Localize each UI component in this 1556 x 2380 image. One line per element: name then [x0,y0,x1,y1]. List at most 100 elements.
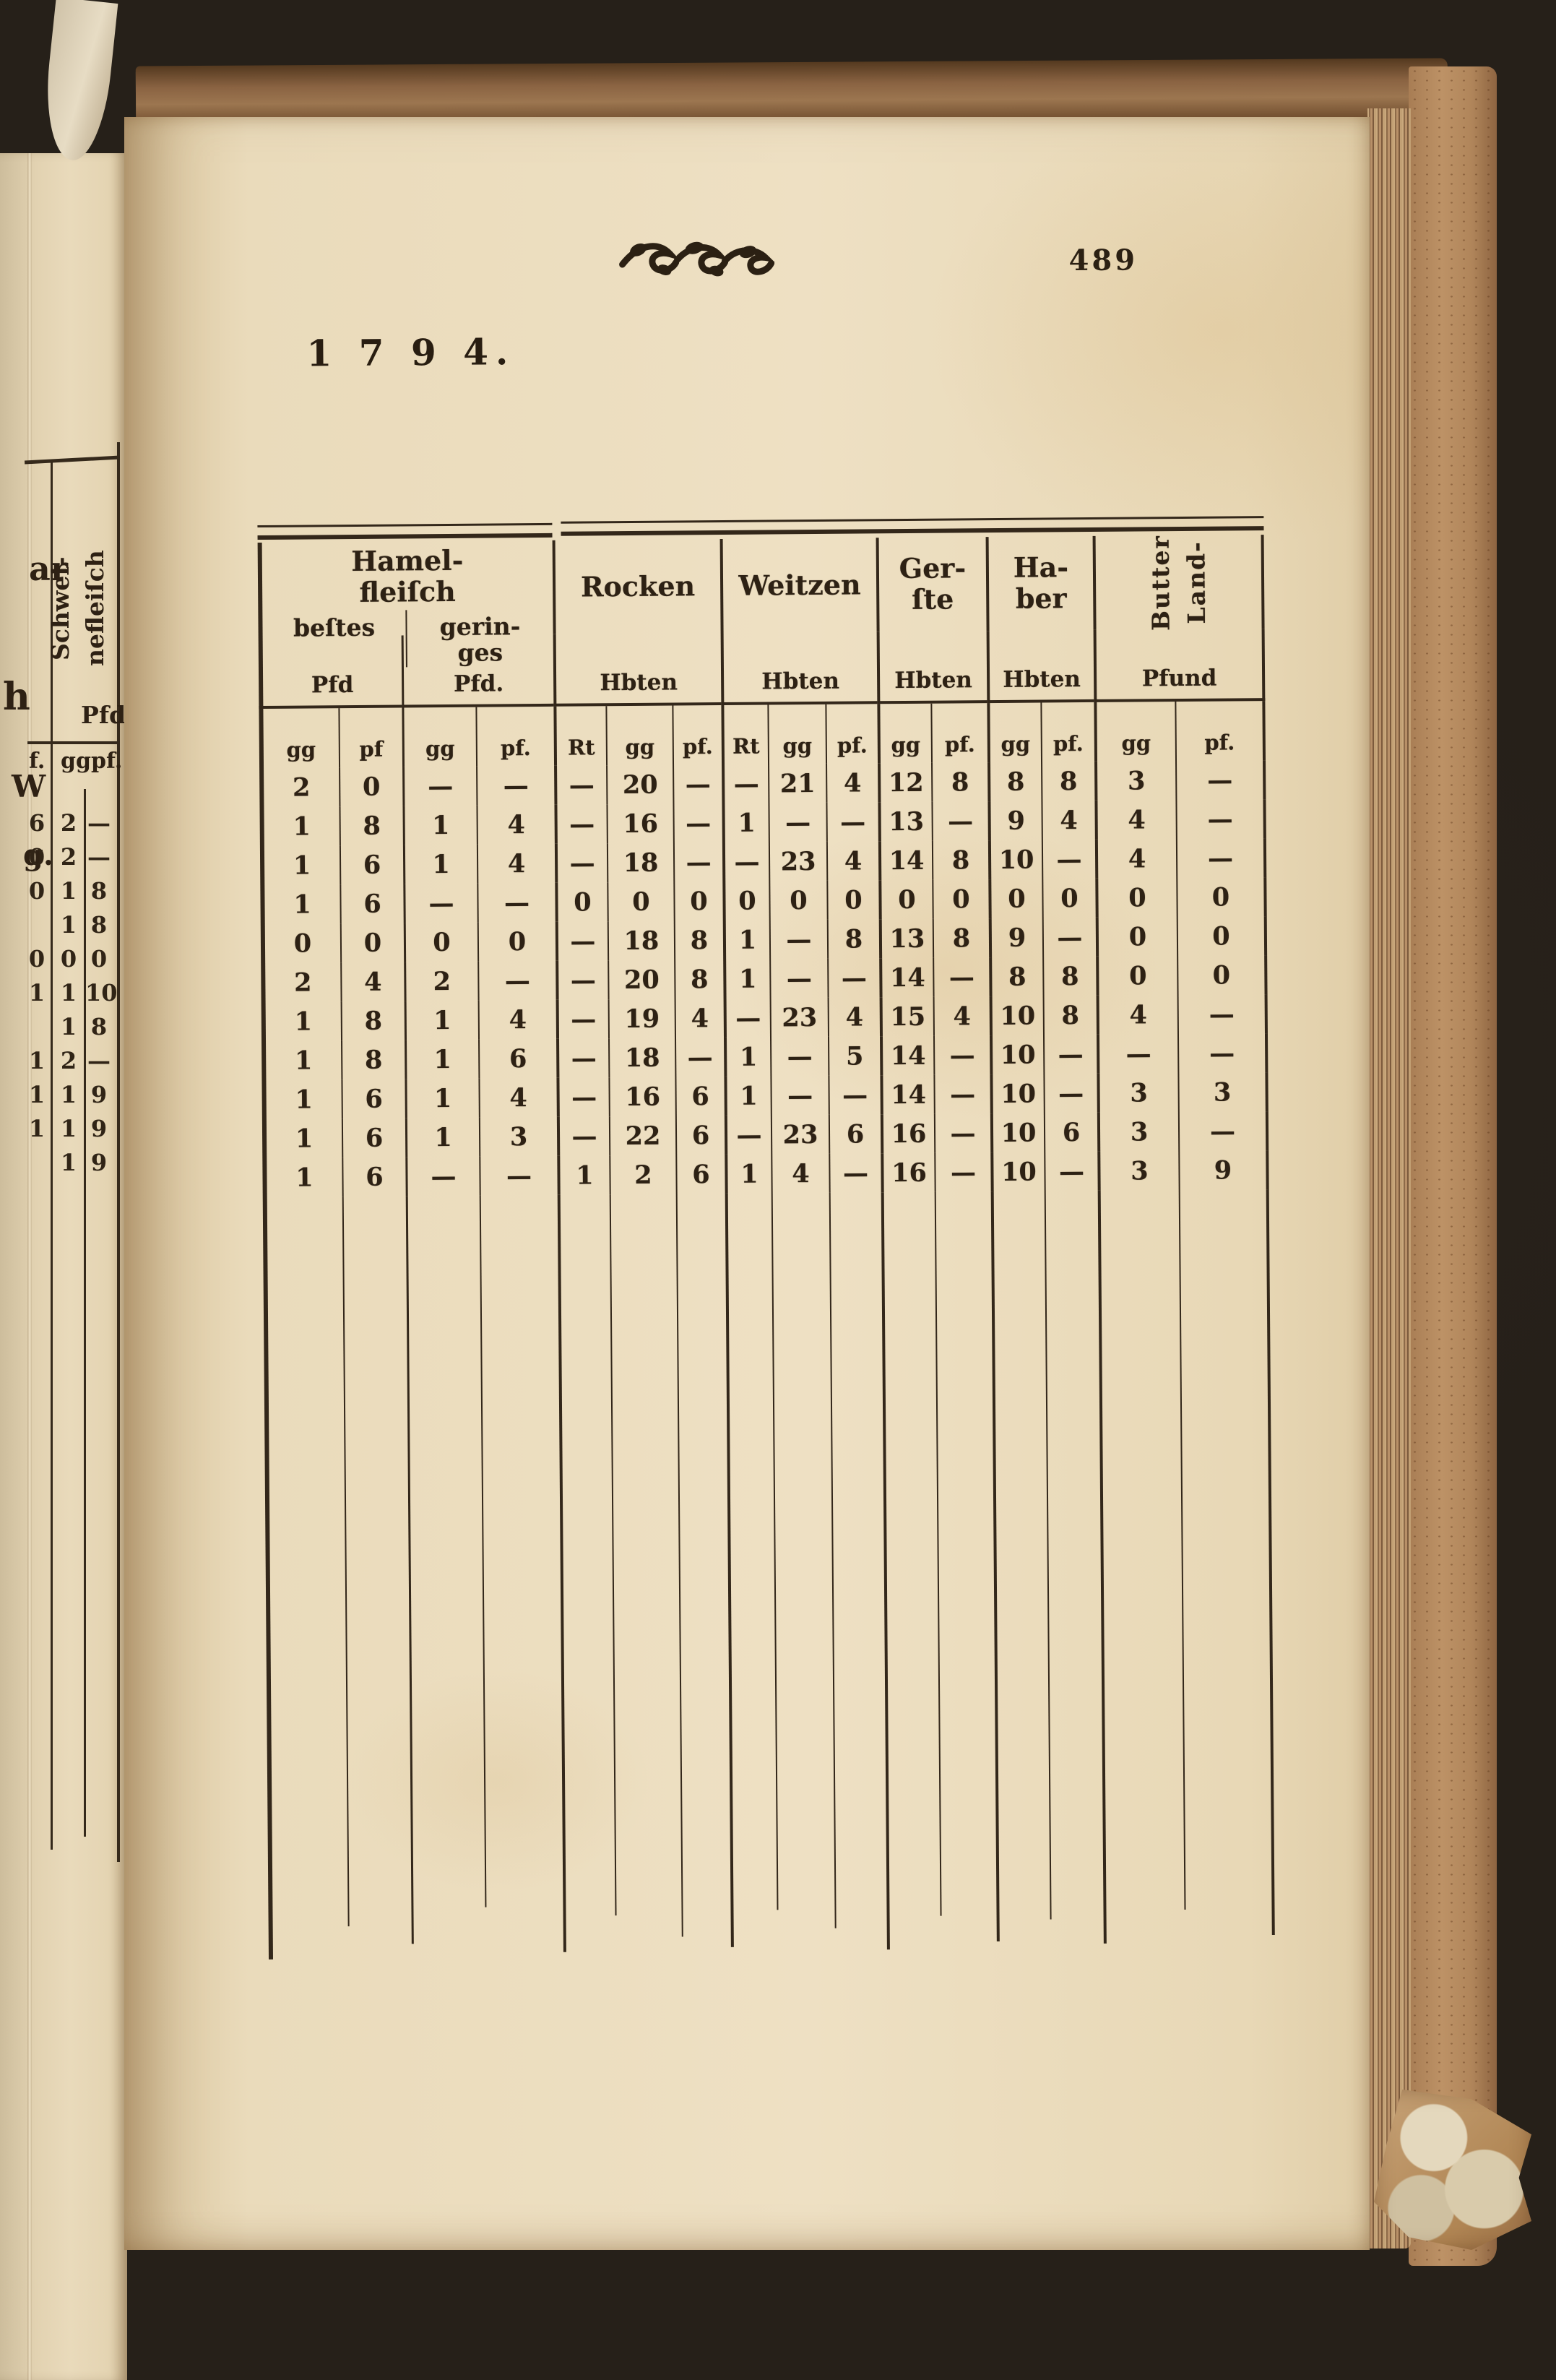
price-cell: 22 [608,1116,676,1156]
column-rule-tail [934,1191,942,1916]
subcolumn-label: f. [29,749,46,774]
price-cell: 1 [262,1079,342,1119]
column-rule-tail [479,1195,487,1907]
price-cell: 3 [1097,1151,1179,1191]
subcolumn-label: pf. [91,749,123,774]
group-label-rotated: Land- Butter [1146,534,1211,631]
price-cell: 2 [60,843,77,871]
price-cell: 1 [60,911,77,939]
price-cell: 6 [828,1114,881,1154]
price-cell: — [87,843,111,871]
price-cell: 23 [769,997,828,1038]
price-cell: 16 [881,1152,935,1193]
price-cell: 1 [404,1000,479,1040]
price-cell: — [933,1113,991,1153]
price-cell: 10 [990,1113,1045,1153]
price-cell: — [673,803,722,843]
price-cell: 0 [1177,955,1268,996]
price-cell: 19 [608,999,675,1039]
unit-label: Pfd. [401,634,554,708]
price-cell: 0 [1042,878,1096,918]
price-cell: 18 [607,920,675,961]
column-rule-tail [609,1194,617,1916]
price-cell: — [403,883,477,923]
price-cell: 0 [988,879,1042,919]
price-cell: 6 [28,809,46,837]
price-cell: — [476,765,555,806]
price-cell: 6 [339,845,404,885]
price-cell: — [826,802,878,842]
price-cell: 6 [675,1076,725,1116]
price-cell: 1 [60,979,77,1006]
price-cell: — [723,998,770,1038]
price-cell: 1 [259,845,340,886]
price-cell: 13 [878,918,933,959]
price-cell: 3 [1177,1072,1268,1113]
price-cell: 1 [557,1155,610,1195]
subcolumn-label: Rt [721,704,769,764]
unit-label: Pfund [1093,629,1266,702]
column-rule-tail [990,1191,1000,1942]
subcolumn-label: pf [338,707,403,768]
group-label: Hamel- fleiſch [351,543,464,608]
price-cell: — [556,1116,610,1156]
price-cell: — [554,765,607,805]
price-cell: 0 [555,882,608,922]
price-cell: — [769,919,828,960]
price-cell: 1 [262,1040,342,1080]
price-cell: 6 [478,1038,557,1079]
price-cell: 1 [60,1081,77,1108]
clipped-text-fragment: h [3,675,30,719]
table-rule [84,789,86,1837]
price-cell: 9 [1178,1150,1269,1191]
price-cell: — [1175,838,1267,879]
price-cell: 9 [90,1149,108,1176]
price-cell: — [770,1075,829,1116]
price-cell: 4 [933,996,990,1036]
price-cell: — [556,960,608,1000]
price-cell: 10 [85,979,118,1006]
price-cell: 4 [477,999,557,1040]
price-cell: — [1043,1073,1097,1113]
table-rule [117,442,120,1862]
price-cell: 4 [771,1153,829,1194]
subcolumn-label: Rt [553,706,607,766]
price-cell: — [405,1156,480,1197]
price-cell: 16 [606,803,673,844]
price-cell: — [477,882,556,923]
price-cell: — [724,1115,771,1155]
column-rule-tail [1044,1191,1052,1920]
price-cell: 0 [1176,877,1267,918]
price-cell: — [1042,917,1097,957]
price-cell: 0 [28,877,46,905]
subcolumn-label: gg [767,704,826,764]
price-cell: — [1041,839,1096,879]
column-rule-tail [1266,1189,1275,1936]
price-cell: 0 [1176,916,1268,957]
price-cell: 16 [880,1113,935,1154]
price-cell: 5 [827,1036,881,1076]
price-cell: 18 [608,1038,675,1078]
column-group-1: Rocken [552,538,721,634]
price-cell: — [87,809,111,837]
price-cell: 6 [1043,1112,1098,1152]
price-cell: 2 [259,767,340,808]
unit-label: Pfd [258,635,402,710]
price-cell: 23 [768,841,827,881]
price-cell: — [1096,1034,1178,1074]
price-cell: 8 [1041,761,1095,801]
price-cell: — [479,1155,558,1196]
price-cell: 1 [60,877,77,905]
price-cell: 0 [28,945,46,973]
price-cell: 0 [1095,878,1177,918]
price-cell: — [768,802,826,842]
price-cell: 0 [339,767,403,807]
column-rule-tail [342,1197,350,1927]
price-cell: — [87,1047,111,1074]
price-cell: 1 [405,1078,479,1118]
price-cell: 14 [878,840,933,881]
table-top-rule [257,533,553,540]
price-cell: — [1175,799,1266,840]
subcolumn-label: pf. [930,703,988,763]
price-cell: 1 [402,805,477,845]
